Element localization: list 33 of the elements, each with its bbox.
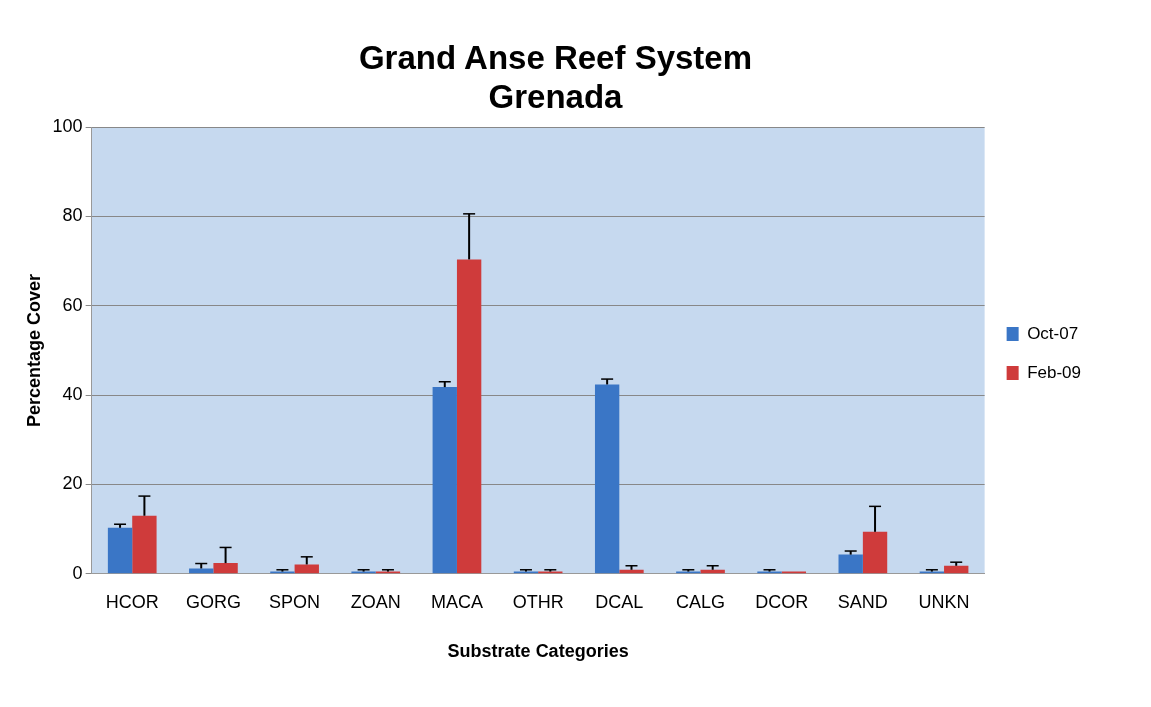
chart-title: Grand Anse Reef System Grenada <box>358 38 753 116</box>
bar <box>294 564 319 574</box>
x-tick-label: UNKN <box>918 591 970 612</box>
bar <box>189 568 214 574</box>
x-tick-label: DCOR <box>755 591 809 612</box>
x-tick-label: DCAL <box>595 591 644 612</box>
y-axis-title: Percentage Cover <box>23 273 44 428</box>
bar <box>213 563 238 574</box>
x-tick-label: CALG <box>675 591 726 612</box>
x-tick-label: SAND <box>837 591 888 612</box>
y-tick-label: 100 <box>52 116 83 137</box>
y-tick-label: 0 <box>72 562 83 583</box>
x-tick-label: GORG <box>185 591 241 612</box>
y-tick-label: 40 <box>62 384 83 405</box>
y-tick-label: 60 <box>62 294 83 315</box>
x-tick-label: HCOR <box>105 591 159 612</box>
y-tick-label: 20 <box>62 473 83 494</box>
bar <box>432 387 457 574</box>
x-axis-title: Substrate Categories <box>447 641 629 662</box>
legend-label: Feb-09 <box>1027 362 1082 382</box>
bar <box>862 531 888 574</box>
y-tick-label: 80 <box>62 205 83 226</box>
x-tick-label: MACA <box>430 591 483 612</box>
bar <box>132 515 157 574</box>
x-tick-label: OTHR <box>512 591 564 612</box>
x-tick-label: SPON <box>269 591 321 612</box>
bar <box>838 554 863 574</box>
bar <box>944 565 969 574</box>
legend-label: Oct-07 <box>1027 323 1079 343</box>
x-tick-label: ZOAN <box>350 591 401 612</box>
bar <box>107 527 133 574</box>
bar <box>456 259 482 574</box>
bar <box>594 384 620 574</box>
